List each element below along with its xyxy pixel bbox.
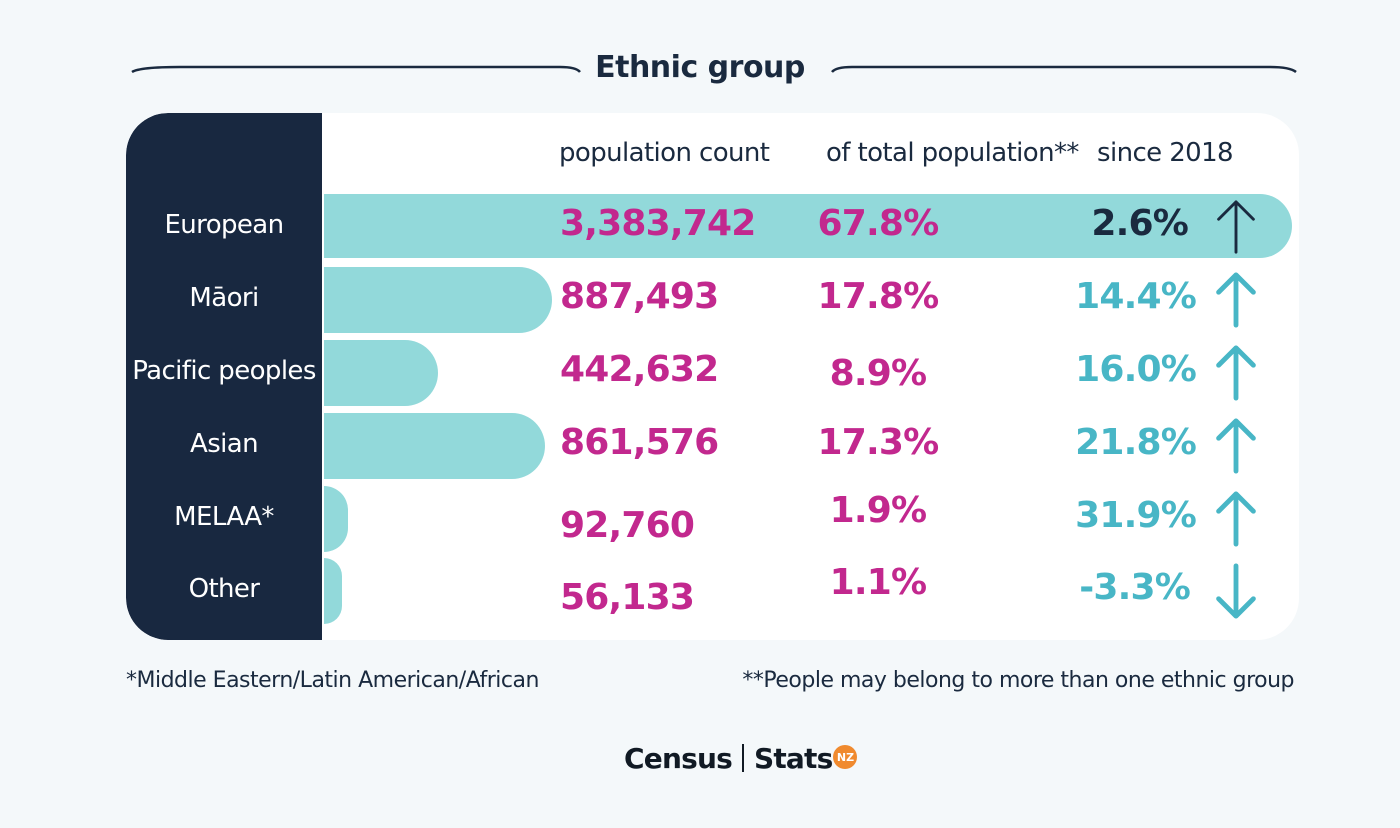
change-since-2018-3: 21.8%: [1075, 422, 1197, 463]
bar-0: [324, 194, 1292, 258]
category-label-5: Other: [188, 574, 260, 604]
header-share: of total population**: [826, 138, 1079, 168]
logo-stats-text: Stats: [753, 741, 833, 775]
arrow-up-icon: [1216, 272, 1256, 328]
category-sidebar: [126, 113, 322, 640]
population-share-3: 17.3%: [817, 422, 940, 463]
population-count-2: 442,632: [560, 349, 719, 390]
category-label-3: Asian: [190, 429, 259, 459]
change-since-2018-0: 2.6%: [1091, 203, 1188, 244]
logo-divider: [741, 744, 744, 772]
census-stats-logo: Census Stats NZ: [624, 738, 858, 778]
population-count-5: 56,133: [560, 577, 695, 618]
title-rule: [131, 65, 1297, 74]
population-share-2: 8.9%: [829, 353, 927, 394]
logo-census-text: Census: [624, 741, 733, 775]
population-count-1: 887,493: [560, 276, 719, 317]
logo-nz-badge: NZ: [833, 745, 858, 769]
arrow-up-icon: [1217, 200, 1255, 254]
change-since-2018-4: 31.9%: [1075, 495, 1197, 536]
header-population-count: population count: [559, 138, 770, 168]
population-share-0: 67.8%: [817, 203, 940, 244]
category-label-4: MELAA*: [174, 502, 274, 532]
arrow-up-icon: [1216, 418, 1256, 474]
category-label-1: Māori: [189, 283, 259, 313]
population-count-3: 861,576: [560, 422, 719, 463]
change-since-2018-5: -3.3%: [1079, 567, 1191, 608]
bar-3: [324, 413, 546, 479]
bar-4: [324, 486, 348, 552]
arrow-up-icon: [1216, 491, 1256, 547]
header-change: since 2018: [1097, 138, 1234, 168]
change-since-2018-2: 16.0%: [1075, 349, 1197, 390]
population-count-4: 92,760: [560, 505, 695, 546]
population-share-5: 1.1%: [829, 562, 927, 603]
arrow-up-icon: [1216, 345, 1256, 401]
arrow-down-icon: [1216, 563, 1256, 619]
footnote-melaa: *Middle Eastern/Latin American/African: [126, 668, 539, 693]
category-label-2: Pacific peoples: [132, 356, 316, 386]
population-count-0: 3,383,742: [560, 203, 756, 244]
bar-1: [324, 267, 552, 333]
population-share-1: 17.8%: [817, 276, 940, 317]
chart-title: Ethnic group: [595, 50, 805, 85]
category-label-0: European: [164, 210, 284, 240]
change-since-2018-1: 14.4%: [1075, 276, 1197, 317]
footnote-multiple: **People may belong to more than one eth…: [742, 668, 1294, 693]
bar-5: [324, 558, 342, 624]
population-share-4: 1.9%: [829, 490, 927, 531]
bar-2: [324, 340, 438, 406]
